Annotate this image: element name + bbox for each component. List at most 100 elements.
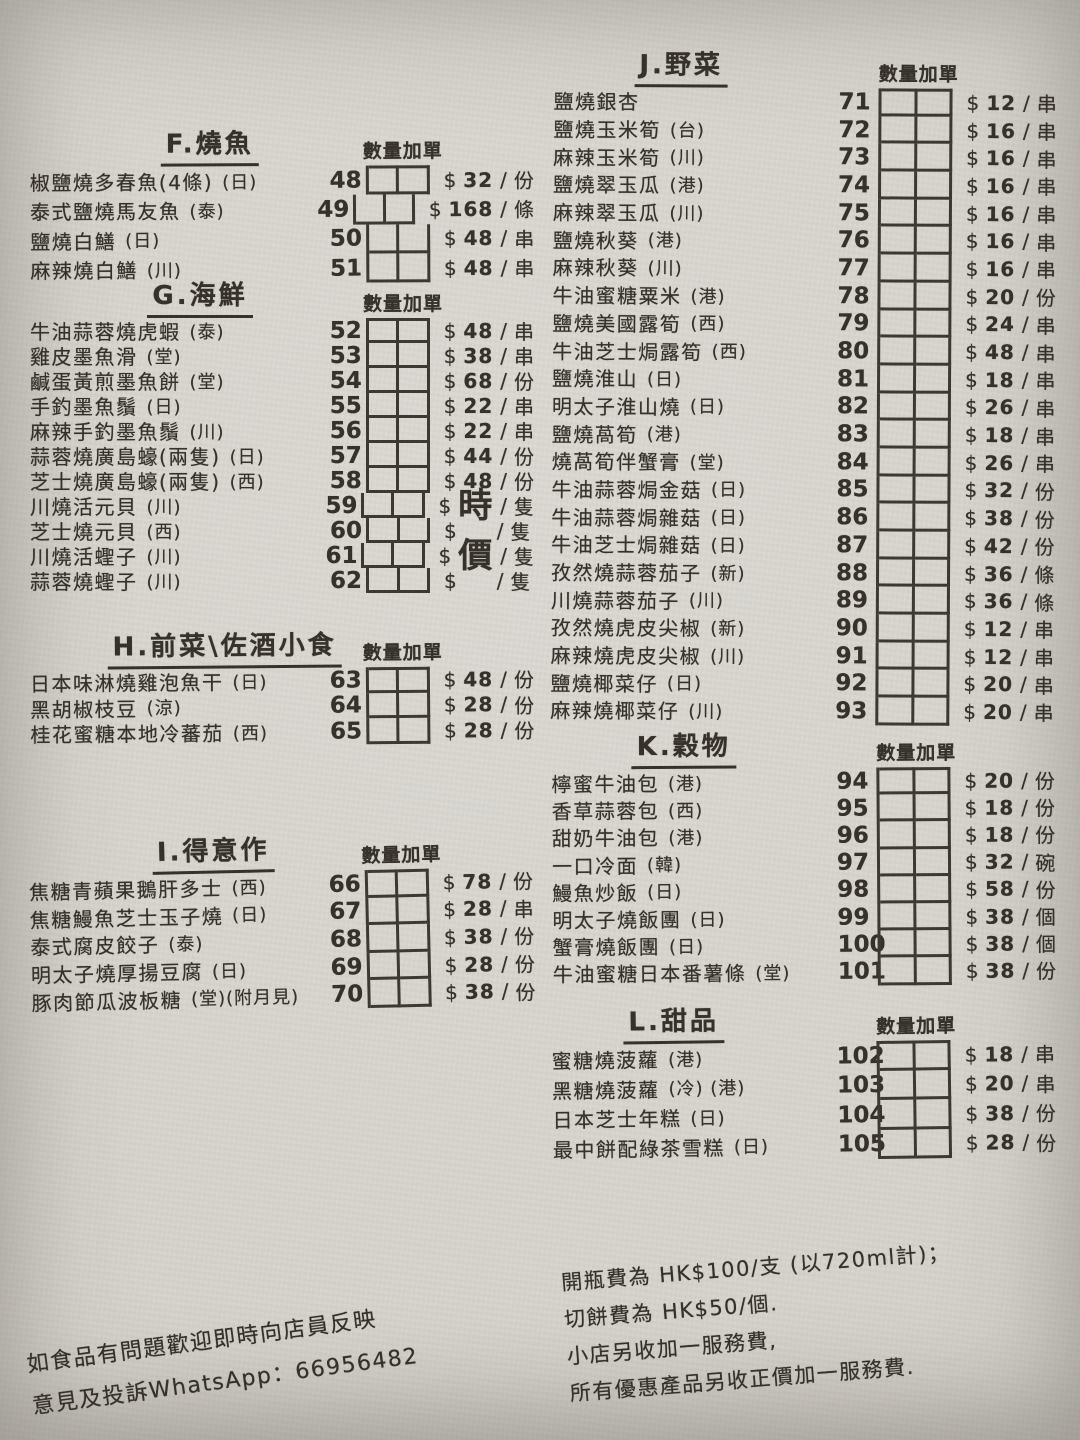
qty-cell[interactable]	[367, 869, 399, 898]
qty-cell[interactable]	[880, 199, 917, 228]
qty-cell[interactable]	[399, 468, 430, 493]
qty-cell[interactable]	[879, 848, 916, 877]
qty-cell[interactable]	[399, 418, 430, 443]
qty-cell[interactable]	[398, 165, 430, 195]
qty-cell[interactable]	[399, 223, 430, 254]
qty-cell[interactable]	[369, 518, 400, 543]
qty-cell[interactable]	[368, 165, 400, 195]
qty-cell[interactable]	[364, 493, 395, 518]
qty-cell[interactable]	[400, 979, 432, 1008]
qty-cell[interactable]	[399, 951, 431, 980]
qty-cell[interactable]	[916, 254, 952, 283]
qty-cell[interactable]	[879, 1069, 916, 1100]
qty-cell[interactable]	[368, 223, 400, 254]
qty-cell[interactable]	[915, 448, 951, 477]
qty-cell[interactable]	[399, 318, 430, 343]
qty-cell[interactable]	[916, 116, 953, 145]
qty-cell[interactable]	[880, 337, 916, 366]
qty-cell[interactable]	[368, 896, 400, 926]
qty-cell[interactable]	[399, 343, 430, 368]
qty-cell[interactable]	[369, 568, 400, 593]
qty-cell[interactable]	[916, 1128, 953, 1159]
qty-cell[interactable]	[914, 642, 950, 671]
qty-cell[interactable]	[368, 666, 400, 693]
qty-cell[interactable]	[915, 420, 951, 449]
qty-cell[interactable]	[915, 902, 952, 931]
qty-cell[interactable]	[394, 543, 425, 568]
qty-cell[interactable]	[881, 171, 917, 200]
qty-cell[interactable]	[399, 692, 430, 719]
qty-cell[interactable]	[915, 310, 952, 338]
qty-cell[interactable]	[914, 476, 951, 505]
qty-cell[interactable]	[879, 392, 916, 421]
qty-cell[interactable]	[879, 365, 916, 394]
qty-cell[interactable]	[399, 923, 431, 953]
qty-cell[interactable]	[916, 88, 953, 117]
qty-cell[interactable]	[880, 282, 917, 311]
qty-cell[interactable]	[915, 282, 952, 311]
qty-cell[interactable]	[368, 692, 400, 719]
qty-cell[interactable]	[914, 531, 951, 560]
qty-cell[interactable]	[915, 794, 951, 822]
qty-cell[interactable]	[879, 448, 916, 477]
qty-cell[interactable]	[916, 227, 952, 255]
qty-cell[interactable]	[369, 979, 402, 1008]
qty-cell[interactable]	[399, 666, 430, 693]
qty-cell[interactable]	[368, 393, 400, 418]
qty-cell[interactable]	[879, 503, 915, 532]
qty-cell[interactable]	[878, 586, 915, 615]
qty-cell[interactable]	[880, 957, 917, 985]
qty-cell[interactable]	[368, 253, 400, 283]
qty-cell[interactable]	[914, 559, 951, 588]
qty-cell[interactable]	[915, 1069, 952, 1100]
qty-cell[interactable]	[916, 199, 953, 228]
qty-cell[interactable]	[399, 568, 430, 593]
qty-cell[interactable]	[914, 586, 950, 615]
qty-cell[interactable]	[399, 368, 430, 393]
qty-cell[interactable]	[880, 1099, 917, 1130]
qty-cell[interactable]	[879, 767, 916, 795]
qty-cell[interactable]	[398, 896, 430, 925]
qty-cell[interactable]	[914, 1039, 951, 1070]
qty-cell[interactable]	[879, 1040, 916, 1071]
qty-cell[interactable]	[880, 226, 917, 255]
qty-cell[interactable]	[915, 930, 952, 958]
qty-cell[interactable]	[368, 443, 400, 468]
qty-cell[interactable]	[878, 642, 915, 671]
qty-cell[interactable]	[368, 718, 400, 745]
qty-cell[interactable]	[879, 476, 916, 504]
qty-cell[interactable]	[879, 794, 916, 822]
qty-cell[interactable]	[368, 924, 400, 953]
qty-cell[interactable]	[878, 697, 914, 726]
qty-cell[interactable]	[915, 821, 951, 849]
qty-cell[interactable]	[914, 503, 951, 532]
qty-cell[interactable]	[399, 393, 430, 418]
qty-cell[interactable]	[369, 952, 401, 981]
qty-cell[interactable]	[878, 559, 915, 587]
qty-cell[interactable]	[397, 868, 429, 897]
qty-cell[interactable]	[368, 368, 400, 393]
qty-cell[interactable]	[913, 670, 950, 698]
qty-cell[interactable]	[879, 821, 916, 850]
qty-cell[interactable]	[368, 468, 400, 493]
qty-cell[interactable]	[878, 614, 915, 643]
qty-cell[interactable]	[368, 318, 400, 343]
qty-cell[interactable]	[399, 443, 430, 468]
qty-cell[interactable]	[879, 420, 916, 449]
qty-cell[interactable]	[880, 254, 917, 283]
qty-cell[interactable]	[881, 143, 917, 172]
qty-cell[interactable]	[914, 614, 950, 643]
qty-cell[interactable]	[878, 669, 915, 698]
qty-cell[interactable]	[364, 543, 395, 568]
qty-cell[interactable]	[916, 171, 953, 200]
qty-cell[interactable]	[368, 343, 400, 368]
qty-cell[interactable]	[913, 697, 950, 726]
qty-cell[interactable]	[399, 518, 430, 543]
qty-cell[interactable]	[880, 903, 916, 931]
qty-cell[interactable]	[880, 1128, 917, 1159]
qty-cell[interactable]	[399, 253, 431, 283]
qty-cell[interactable]	[394, 493, 425, 518]
qty-cell[interactable]	[915, 337, 952, 366]
qty-cell[interactable]	[879, 531, 915, 560]
qty-cell[interactable]	[915, 848, 952, 876]
